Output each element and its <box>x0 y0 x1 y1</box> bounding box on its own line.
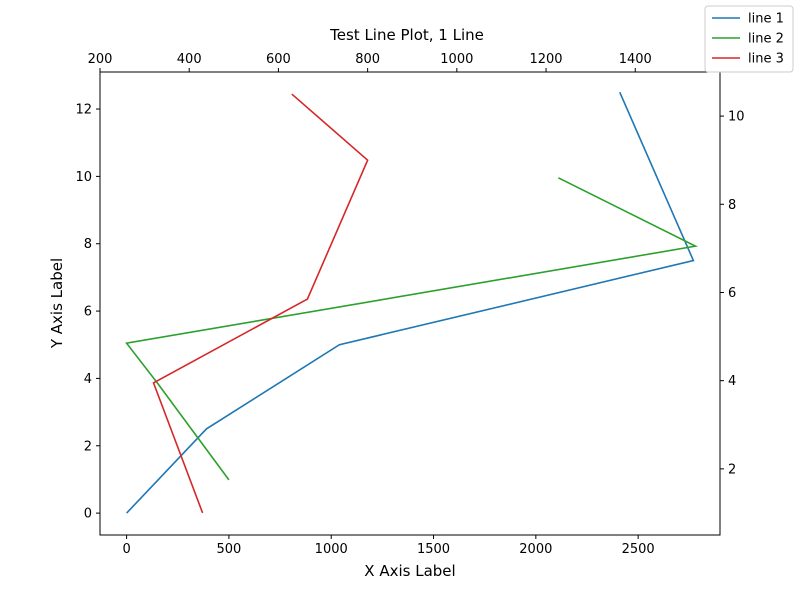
top-x-tick-label: 1200 <box>529 52 562 67</box>
left-y-tick-label: 12 <box>75 103 92 118</box>
series-layer <box>125 91 698 514</box>
chart-title: Test Line Plot, 1 Line <box>329 26 484 44</box>
bottom-x-tick-label: 1000 <box>315 542 348 557</box>
plot-frame <box>99 71 721 536</box>
top-x-tick-label: 400 <box>177 52 202 67</box>
top-x-tick-label: 1400 <box>619 52 652 67</box>
series-line-line-1 <box>126 91 695 514</box>
legend-label: line 1 <box>748 12 784 27</box>
top-x-tick-label: 1000 <box>440 52 473 67</box>
series-line-line-3 <box>152 93 369 514</box>
x-axis-label: X Axis Label <box>364 562 455 580</box>
right-y-tick-label: 10 <box>728 110 745 125</box>
top-x-tick-label: 800 <box>355 52 380 67</box>
right-y-axis: 2 4 6 8 10 <box>720 110 745 477</box>
legend: line 1 line 2 line 3 <box>704 5 794 73</box>
left-y-tick-label: 6 <box>84 305 92 320</box>
bottom-x-tick-label: 2000 <box>519 542 552 557</box>
series-line-line-2 <box>125 177 698 481</box>
top-x-axis: 200 400 600 800 1000 1200 1400 <box>88 52 652 72</box>
bottom-x-tick-label: 1500 <box>417 542 450 557</box>
top-x-tick-label: 600 <box>266 52 291 67</box>
left-y-tick-label: 2 <box>84 439 92 454</box>
bottom-x-axis: 0 500 1000 1500 2000 2500 <box>122 535 655 557</box>
right-y-tick-label: 4 <box>728 374 736 389</box>
y-axis-label: Y Axis Label <box>48 258 66 349</box>
bottom-x-tick-label: 0 <box>122 542 130 557</box>
right-y-tick-label: 2 <box>728 462 736 477</box>
left-y-tick-label: 4 <box>84 372 92 387</box>
top-x-tick-label: 200 <box>88 52 113 67</box>
left-y-axis: 0 2 4 6 8 10 12 <box>75 103 100 522</box>
legend-label: line 3 <box>748 52 784 67</box>
right-y-tick-label: 8 <box>728 198 736 213</box>
legend-label: line 2 <box>748 32 784 47</box>
left-y-tick-label: 0 <box>84 507 92 522</box>
bottom-x-tick-label: 500 <box>216 542 241 557</box>
left-y-tick-label: 8 <box>84 237 92 252</box>
legend-box <box>704 5 794 73</box>
left-y-tick-label: 10 <box>75 170 92 185</box>
bottom-x-tick-label: 2500 <box>622 542 655 557</box>
right-y-tick-label: 6 <box>728 286 736 301</box>
